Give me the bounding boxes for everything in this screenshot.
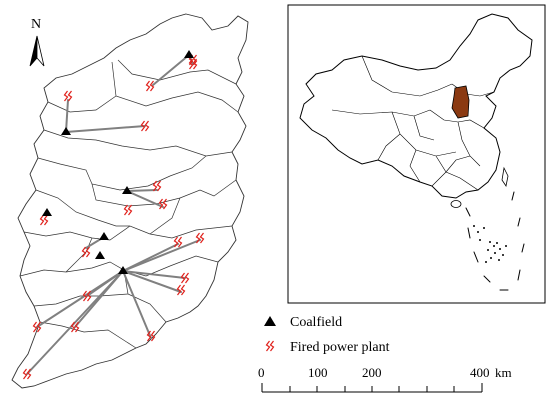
power-plant-icon [173,236,183,248]
district-boundary [19,59,239,349]
power-plant-icon [180,272,190,284]
power-plant-icon [158,198,168,210]
power-plant-icon [145,80,155,92]
transport-line [86,270,124,297]
power-plant-icon [176,284,186,296]
coalfield-legend-label: Coalfield [290,315,342,330]
south-china-sea-islands [473,225,507,263]
power-plant-icon [140,120,150,132]
coalfield-marker [122,186,132,194]
power-plant-legend-label: Fired power plant [290,340,390,355]
power-plant-icon [39,214,49,226]
transport-line [122,239,201,272]
power-plant-icon [188,58,198,70]
coalfield-marker [118,266,128,274]
inset-map [287,4,546,304]
coalfield-marker [95,251,105,259]
transport-line [65,125,146,133]
transport-line [126,189,158,192]
power-plant-icon [82,290,92,302]
north-arrow-icon-half [36,35,45,67]
transport-line [122,270,152,339]
power-plant-icon [123,204,133,216]
transport-line [152,54,190,86]
scale-tick-label: 200 [362,365,382,380]
scale-tick-label: 400 [470,365,490,380]
power-plant-icon [265,340,275,352]
north-arrow: N [29,17,45,67]
scale-tick-label: 100 [308,365,328,380]
transport-lines [26,54,201,375]
province-map [11,13,249,389]
transport-line [122,270,182,293]
transport-line [126,190,164,208]
power-plant-icon [70,321,80,333]
inset-frame [287,4,546,304]
power-plant-icon [152,180,162,192]
scale-unit-label: km [495,365,512,380]
hainan-island [450,200,462,208]
coalfields [42,50,194,274]
highlighted-province [451,85,470,119]
power-plant-legend-icon [265,340,275,352]
power-plant-icon [32,321,42,333]
scale-tick-label: 0 [258,365,265,380]
power-plant-icon [22,368,32,380]
transport-line [65,99,69,133]
north-label: N [31,17,41,32]
coalfield-marker [61,127,71,135]
coalfield-marker [42,208,52,216]
transport-line [74,270,124,328]
power-plant-icon [81,246,91,258]
coalfield-marker [184,50,194,58]
power-plant-icon [195,232,205,244]
taiwan-island [501,166,509,188]
power-plants [22,54,205,380]
transport-line [122,270,186,279]
coalfield-marker [99,232,109,240]
power-plant-icon [63,90,73,102]
coalfield-legend-icon [264,316,276,326]
province-outline [11,13,249,389]
north-arrow-icon [29,35,38,67]
scale-bar: 0 100 200 400 km [258,365,512,393]
china-outline [299,13,533,199]
legend: Coalfield Fired power plant [264,315,390,355]
power-plant-icon [146,330,156,342]
china-provinces [331,55,495,191]
nine-dash-line [465,191,525,291]
